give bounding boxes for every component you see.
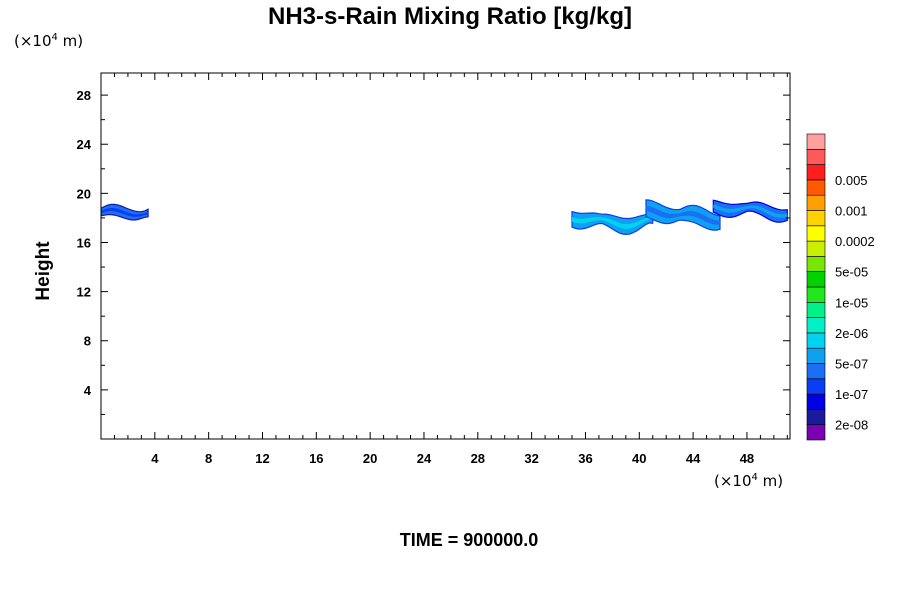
colorbar-label: 0.005 <box>835 173 868 188</box>
colorbar-swatch <box>806 164 826 181</box>
cloud-right-core <box>646 205 720 225</box>
time-label: TIME = 900000.0 <box>399 530 539 550</box>
colorbar-swatch <box>806 424 826 441</box>
x-tick-label: 20 <box>363 451 377 466</box>
x-unit-label: (×104 m) <box>714 472 784 490</box>
x-tick-label: 28 <box>471 451 485 466</box>
x-tick-label: 44 <box>686 451 701 466</box>
colorbar-swatch <box>806 210 826 227</box>
x-tick-label: 4 <box>151 451 159 466</box>
colorbar-swatch <box>806 271 826 288</box>
colorbar-label: 2e-08 <box>835 418 868 433</box>
colorbar-label: 5e-07 <box>835 357 868 372</box>
y-tick-label: 24 <box>77 137 92 152</box>
colorbar: 2e-08 1e-07 5e-07 2e-06 1e-05 5e-05 0.0002 0.00… <box>806 133 875 441</box>
colorbar-swatch <box>806 286 826 303</box>
cloud-left-core <box>101 208 149 217</box>
mixing-ratio-field <box>101 199 788 236</box>
colorbar-swatch <box>806 240 826 257</box>
y-tick-label: 20 <box>77 186 91 201</box>
x-tick-label: 12 <box>255 451 269 466</box>
x-tick-label: 24 <box>417 451 432 466</box>
colorbar-swatch <box>806 225 826 242</box>
chart-title: NH3-s-Rain Mixing Ratio [kg/kg] <box>267 3 633 30</box>
cloud-right-core <box>713 204 788 218</box>
colorbar-label: 2e-06 <box>835 326 868 341</box>
colorbar-swatch <box>806 317 826 334</box>
x-axis: 4 8 12 16 20 24 28 32 36 40 44 48 <box>113 73 788 466</box>
colorbar-swatch <box>806 378 826 395</box>
y-tick-label: 4 <box>84 383 92 398</box>
x-tick-label: 32 <box>524 451 538 466</box>
x-tick-label: 8 <box>205 451 212 466</box>
y-tick-label: 28 <box>77 88 91 103</box>
colorbar-label: 1e-07 <box>835 387 868 402</box>
cloud-right <box>712 199 788 223</box>
colorbar-swatch <box>806 149 826 165</box>
y-unit-label: (×104 m) <box>14 32 84 50</box>
plot-frame <box>100 72 791 440</box>
colorbar-swatch <box>806 133 826 150</box>
colorbar-swatch <box>806 347 826 364</box>
y-tick-label: 12 <box>77 285 91 300</box>
colorbar-label: 0.001 <box>835 204 868 219</box>
y-tick-label: 16 <box>77 235 91 250</box>
colorbar-label: 1e-05 <box>835 295 868 310</box>
colorbar-label: 0.0002 <box>835 234 875 249</box>
colorbar-swatch <box>806 179 826 196</box>
colorbar-swatch <box>806 301 826 318</box>
y-axis: 4 8 12 16 20 24 28 <box>77 88 790 415</box>
colorbar-swatch <box>806 363 826 380</box>
y-tick-label: 8 <box>84 334 91 349</box>
cloud-right-core <box>572 216 653 229</box>
x-tick-label: 40 <box>632 451 646 466</box>
x-tick-label: 36 <box>578 451 592 466</box>
x-tick-label: 48 <box>740 451 754 466</box>
colorbar-label: 5e-05 <box>835 265 868 280</box>
colorbar-swatch <box>806 409 826 425</box>
x-tick-label: 16 <box>309 451 323 466</box>
colorbar-swatch <box>806 393 826 410</box>
colorbar-swatch <box>806 332 826 349</box>
colorbar-swatch <box>806 256 826 272</box>
colorbar-swatch <box>806 194 826 211</box>
